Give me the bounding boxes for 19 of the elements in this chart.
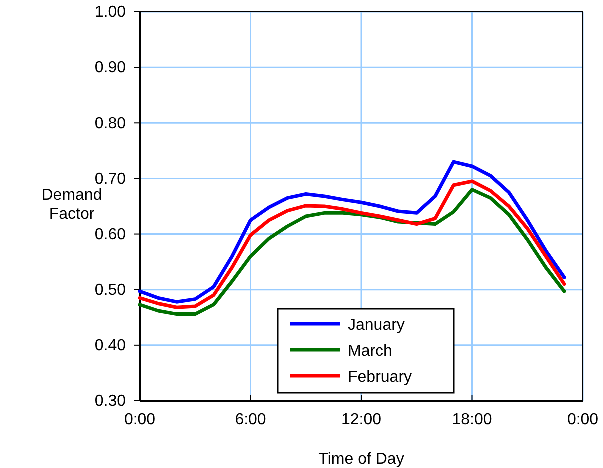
- y-tick-label: 0.80: [94, 115, 126, 132]
- line-series: [138, 160, 566, 304]
- y-tick-label: 0.60: [94, 226, 126, 244]
- x-tick-label: 12:00: [341, 411, 382, 428]
- y-tick-label: 0.50: [94, 282, 126, 299]
- y-axis-title: Demand Factor: [42, 187, 102, 223]
- y-tick-label: 1.00: [94, 4, 126, 22]
- y-tick-label: 0.70: [94, 170, 126, 188]
- x-tick-label: 18:00: [452, 411, 492, 428]
- y-tick-label: 0.30: [94, 393, 126, 410]
- x-tick-label: 0:00: [124, 411, 156, 428]
- legend-label: January: [348, 317, 405, 334]
- legend-label: March: [348, 343, 392, 360]
- legend-label: February: [348, 369, 412, 386]
- y-tick-label: 0.40: [94, 338, 126, 355]
- x-axis-title: Time of Day: [318, 451, 404, 468]
- x-tick-label: 6:00: [235, 411, 266, 428]
- x-tick-label: 0:00: [567, 411, 599, 428]
- y-tick-label: 0.90: [94, 60, 126, 77]
